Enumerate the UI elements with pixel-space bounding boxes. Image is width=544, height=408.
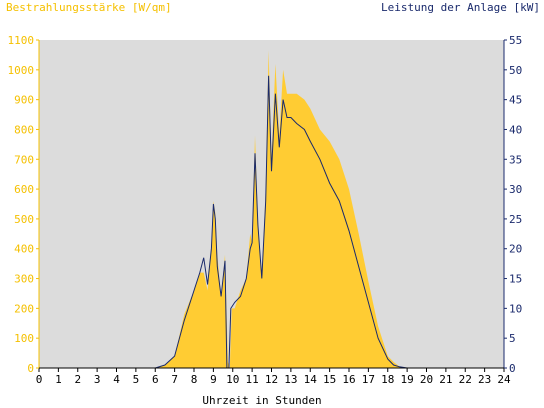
right-tick-label: 20 <box>509 243 522 256</box>
axis-layer: 0 1 2 3 4 5 6 7 8 9 10 11 12 13 14 15 16 17 18 19 20 21 22 23 24… <box>8 34 523 386</box>
x-tick-label: 13 <box>284 373 297 386</box>
series-layer <box>39 50 504 369</box>
left-axis-title: Bestrahlungsstärke [W/qm] <box>6 1 172 14</box>
x-tick-label: 0 <box>36 373 43 386</box>
x-tick-label: 23 <box>478 373 491 386</box>
x-tick-label: 14 <box>304 373 318 386</box>
right-tick-label: 40 <box>509 123 522 136</box>
x-tick-label: 11 <box>246 373 259 386</box>
left-tick-label: 100 <box>14 332 34 345</box>
x-tick-label: 2 <box>74 373 81 386</box>
x-axis-label: Uhrzeit in Stunden <box>202 394 322 407</box>
right-tick-label: 5 <box>509 332 516 345</box>
left-tick-label: 900 <box>14 94 34 107</box>
x-tick-label: 12 <box>265 373 278 386</box>
x-tick-label: 6 <box>152 373 159 386</box>
x-tick-label: 19 <box>401 373 414 386</box>
x-tick-label: 15 <box>323 373 336 386</box>
left-tick-label: 600 <box>14 183 34 196</box>
x-tick-label: 18 <box>381 373 394 386</box>
right-tick-label: 35 <box>509 153 522 166</box>
left-tick-label: 1000 <box>8 64 35 77</box>
x-tick-label: 8 <box>191 373 198 386</box>
x-tick-label: 7 <box>171 373 178 386</box>
left-tick-label: 500 <box>14 213 34 226</box>
left-tick-label: 300 <box>14 273 34 286</box>
right-tick-label: 50 <box>509 64 522 77</box>
left-tick-label: 700 <box>14 153 34 166</box>
left-tick-label: 400 <box>14 243 34 256</box>
right-tick-label: 15 <box>509 273 522 286</box>
right-tick-label: 45 <box>509 94 522 107</box>
x-tick-label: 17 <box>362 373 375 386</box>
x-tick-label: 22 <box>459 373 472 386</box>
x-tick-label: 16 <box>342 373 355 386</box>
left-tick-label: 800 <box>14 123 34 136</box>
x-tick-label: 1 <box>55 373 62 386</box>
right-tick-label: 0 <box>509 362 516 375</box>
power-line <box>39 75 504 369</box>
x-tick-label: 3 <box>94 373 101 386</box>
x-tick-label: 20 <box>420 373 433 386</box>
x-tick-label: 5 <box>133 373 140 386</box>
x-tick-label: 24 <box>497 373 511 386</box>
left-tick-label: 200 <box>14 302 34 315</box>
right-tick-label: 30 <box>509 183 522 196</box>
right-axis-title: Leistung der Anlage [kW] <box>381 1 540 14</box>
x-tick-label: 21 <box>439 373 452 386</box>
x-tick-label: 9 <box>210 373 217 386</box>
right-tick-label: 10 <box>509 302 522 315</box>
left-tick-label: 1100 <box>8 34 35 47</box>
right-tick-label: 55 <box>509 34 522 47</box>
x-tick-label: 4 <box>113 373 120 386</box>
irradiance-area <box>39 50 504 369</box>
right-tick-label: 25 <box>509 213 522 226</box>
x-tick-label: 10 <box>226 373 239 386</box>
left-tick-label: 0 <box>27 362 34 375</box>
